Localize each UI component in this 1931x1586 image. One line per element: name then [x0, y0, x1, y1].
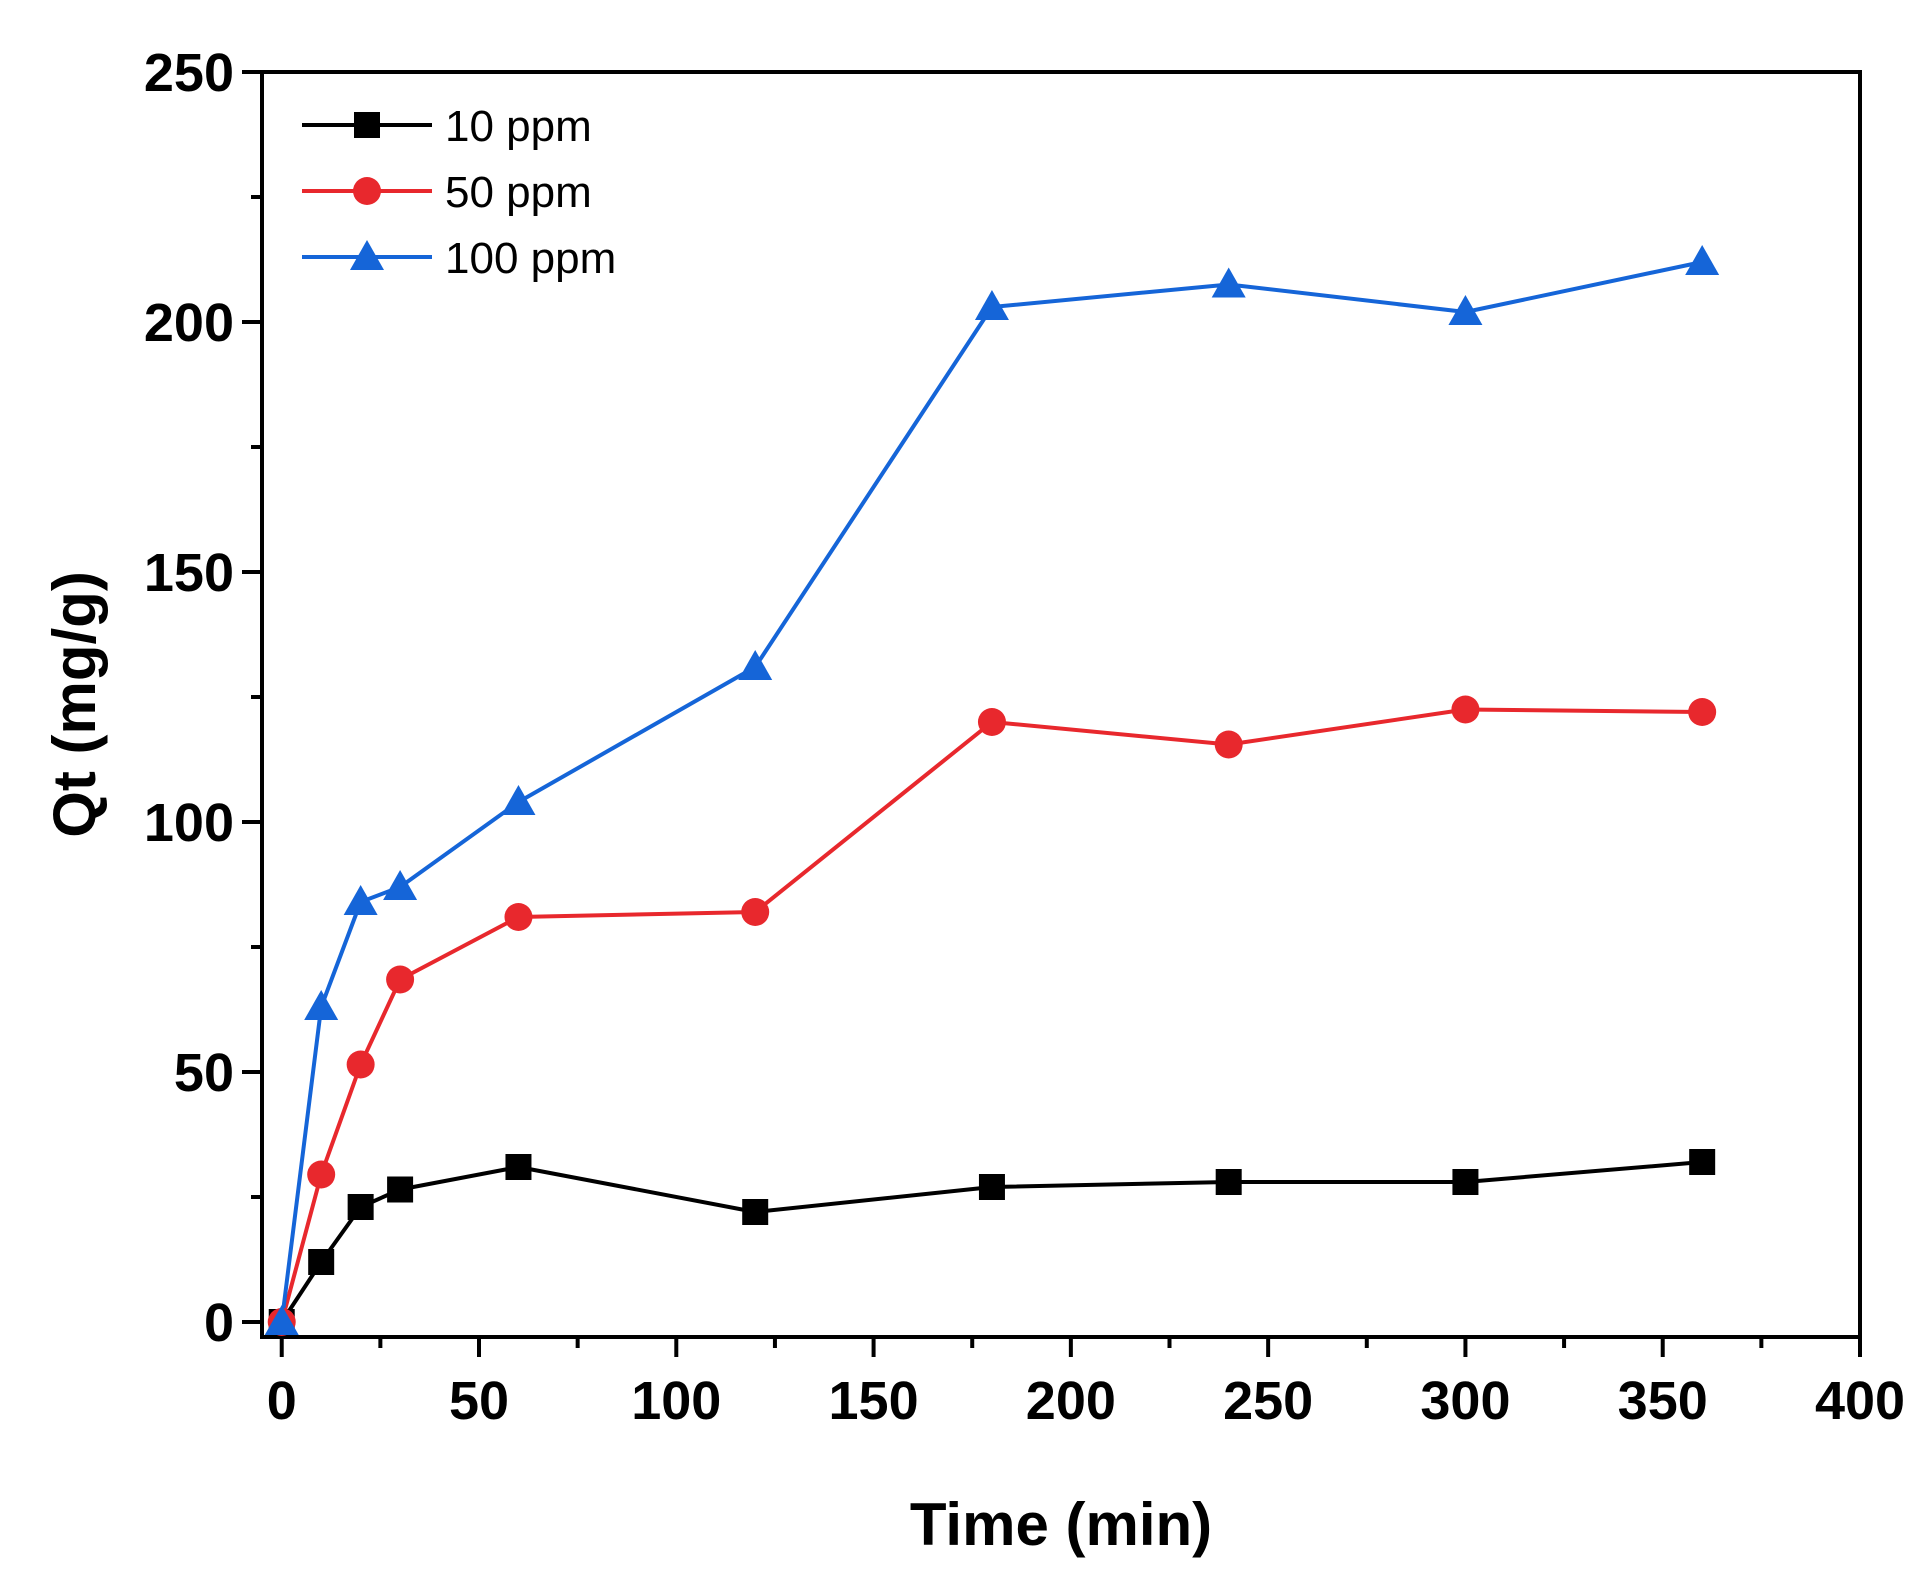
y-tick-label: 150	[144, 543, 234, 603]
data-point-100-ppm	[1211, 267, 1246, 298]
series-markers	[264, 245, 1720, 1336]
x-tick-label: 100	[631, 1371, 721, 1431]
data-point-100-ppm	[974, 290, 1009, 320]
legend-marker-10-ppm	[354, 112, 380, 138]
legend-marker-100-ppm	[350, 240, 384, 270]
data-point-50-ppm	[1451, 695, 1480, 724]
y-tick-label: 100	[144, 793, 234, 853]
legend: 10 ppm 50 ppm 100 ppm	[302, 102, 616, 283]
legend-label-100-ppm: 100 ppm	[445, 234, 616, 283]
data-point-100-ppm	[264, 1305, 299, 1335]
data-point-100-ppm	[343, 885, 378, 915]
x-tick-label: 400	[1815, 1371, 1905, 1431]
legend-label-50-ppm: 50 ppm	[445, 168, 592, 217]
x-tick-label: 300	[1420, 1371, 1510, 1431]
data-point-50-ppm	[1214, 730, 1243, 759]
series-lines	[279, 260, 1703, 1324]
x-tick-label: 150	[829, 1371, 919, 1431]
data-point-10-ppm	[978, 1174, 1005, 1200]
data-point-50-ppm	[504, 903, 533, 931]
plot-frame	[260, 70, 1862, 1339]
data-point-10-ppm	[347, 1194, 374, 1220]
data-point-50-ppm	[307, 1160, 336, 1189]
y-tick-label: 0	[204, 1293, 234, 1353]
data-point-10-ppm	[1689, 1149, 1716, 1175]
legend-label-10-ppm: 10 ppm	[445, 102, 592, 151]
data-point-100-ppm	[304, 990, 339, 1020]
x-axis-title: Time (min)	[910, 1491, 1212, 1558]
data-point-10-ppm	[387, 1176, 414, 1203]
data-point-100-ppm	[501, 785, 536, 815]
x-tick-label: 250	[1223, 1371, 1313, 1431]
data-point-100-ppm	[1448, 295, 1483, 325]
data-point-50-ppm	[1688, 698, 1717, 726]
legend-marker-50-ppm	[353, 177, 381, 205]
y-axis-title: Qt (mg/g)	[41, 571, 108, 838]
x-tick-label: 350	[1618, 1371, 1708, 1431]
data-point-10-ppm	[308, 1249, 335, 1275]
y-tick-label: 50	[174, 1043, 234, 1103]
data-point-10-ppm	[1452, 1169, 1479, 1195]
data-point-10-ppm	[505, 1154, 532, 1180]
axis-ticks	[242, 70, 1862, 1357]
data-point-100-ppm	[1685, 245, 1720, 275]
x-tick-label: 200	[1026, 1371, 1116, 1431]
data-point-50-ppm	[977, 708, 1006, 736]
data-point-100-ppm	[383, 870, 418, 900]
data-point-50-ppm	[741, 898, 770, 926]
data-point-10-ppm	[742, 1199, 769, 1225]
series-line-10-ppm	[280, 1160, 1703, 1324]
data-point-50-ppm	[386, 965, 415, 994]
tick-labels: 0 50 100 150 200 250 300 350 400 0 50 100 150 200 250	[144, 43, 1905, 1431]
series-line-50-ppm	[279, 707, 1703, 1323]
data-point-50-ppm	[346, 1050, 375, 1079]
data-point-10-ppm	[1215, 1169, 1242, 1195]
series-line-100-ppm	[279, 260, 1703, 1323]
y-tick-label: 250	[144, 43, 234, 103]
y-tick-label: 200	[144, 293, 234, 353]
x-tick-label: 0	[267, 1371, 297, 1431]
x-tick-label: 50	[449, 1371, 509, 1431]
data-point-100-ppm	[738, 650, 773, 680]
